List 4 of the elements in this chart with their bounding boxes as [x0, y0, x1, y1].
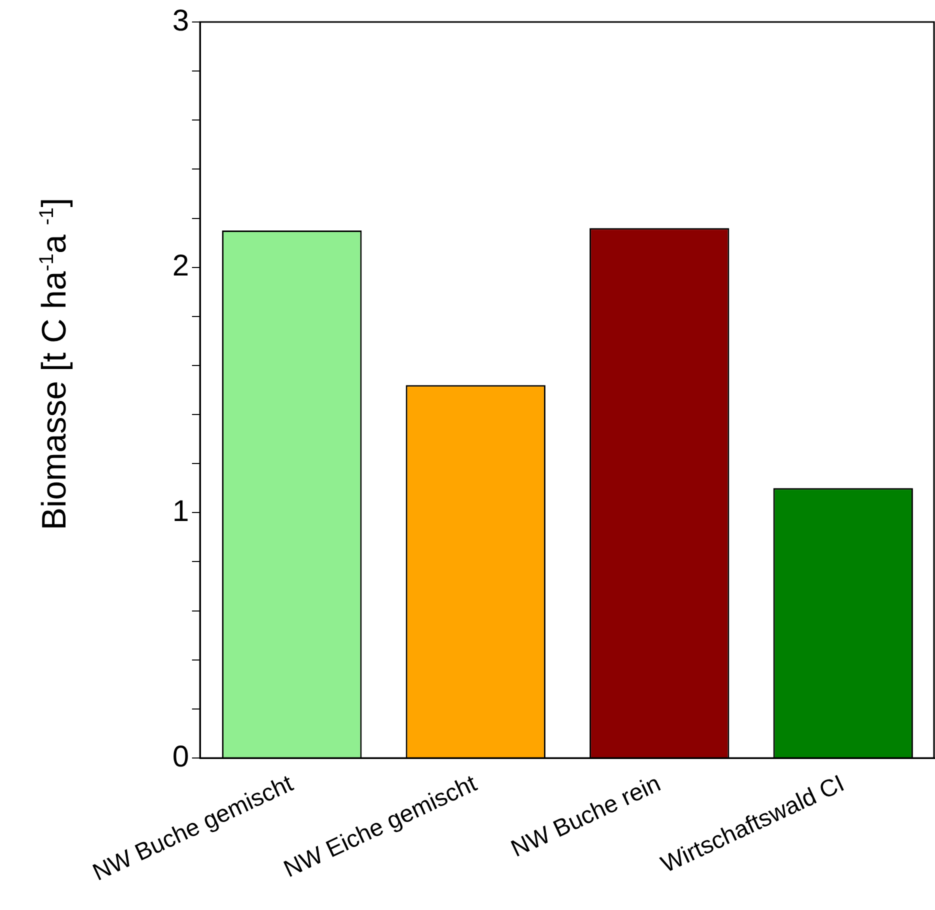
y-tick-label: 1	[172, 494, 189, 528]
y-tick-label: 3	[172, 4, 189, 38]
y-tick-label: 0	[172, 740, 189, 774]
y-tick-label: 2	[172, 250, 189, 283]
